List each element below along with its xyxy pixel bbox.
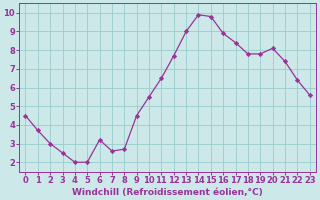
X-axis label: Windchill (Refroidissement éolien,°C): Windchill (Refroidissement éolien,°C) — [72, 188, 263, 197]
